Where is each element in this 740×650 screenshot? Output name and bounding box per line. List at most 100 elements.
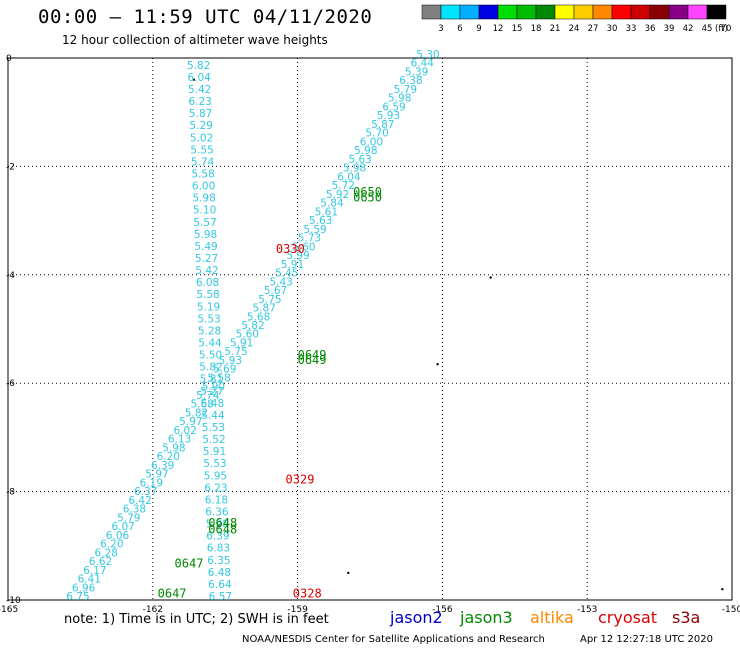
swh-value: 5.70	[365, 128, 388, 140]
footnote: note: 1) Time is in UTC; 2) SWH is in fe…	[64, 612, 329, 627]
swh-value: 5.87	[371, 119, 394, 131]
swh-value: 5.97	[179, 416, 202, 428]
swh-value: 6.20	[157, 451, 180, 463]
swh-value: 5.48	[201, 398, 224, 410]
swh-value: 6.17	[83, 565, 106, 577]
swh-value: 5.60	[236, 329, 259, 341]
swh-value: 5.27	[200, 386, 223, 398]
swh-value: 5.98	[343, 163, 366, 175]
swh-value: 6.57	[209, 591, 232, 603]
swh-value: 5.98	[206, 519, 229, 531]
y-tick-label: -4	[6, 271, 15, 281]
y-tick-label: 0	[6, 54, 12, 64]
legend-bin-label: 24	[569, 24, 580, 34]
swh-value: 5.79	[394, 84, 417, 96]
swh-value: 5.45	[275, 268, 298, 280]
page-subtitle: 12 hour collection of altimeter wave hei…	[62, 33, 328, 47]
island-speck	[347, 571, 350, 575]
swh-value: 5.98	[192, 193, 215, 205]
swh-value: 5.42	[195, 265, 218, 277]
x-tick-label: -165	[0, 605, 18, 615]
swh-value: 6.28	[95, 547, 118, 559]
swh-value: 6.62	[89, 556, 112, 568]
swh-value: 5.82	[187, 60, 210, 72]
swh-value: 5.91	[203, 446, 226, 458]
swh-value: 5.10	[193, 205, 216, 217]
legend-bin-label: 18	[531, 24, 542, 34]
swh-value: 5.92	[326, 189, 349, 201]
swh-value: 5.98	[354, 145, 377, 157]
swh-value: 6.59	[382, 101, 405, 113]
swh-value: 6.83	[207, 543, 230, 555]
swh-value: 5.72	[332, 180, 355, 192]
swh-value: 5.87	[253, 303, 276, 315]
pass-time-label: 0647	[175, 556, 204, 570]
color-legend: 3 6 9 12 15 18 21 24 27 30 33 36 39 42 45 70(ft)	[421, 4, 732, 34]
swh-value: 6.96	[72, 582, 96, 594]
legend-bin-label: 70	[721, 24, 732, 34]
swh-value: 5.84	[320, 198, 344, 210]
swh-value: 5.81	[200, 374, 223, 386]
x-tick-label: -159	[287, 605, 308, 615]
x-tick-label: -153	[577, 605, 597, 615]
legend-bin-label: 36	[645, 24, 656, 34]
y-tick-label: -6	[6, 379, 15, 389]
swh-value: 5.53	[197, 313, 220, 325]
swh-value: 5.91	[281, 259, 304, 271]
swh-value: 5.50	[199, 350, 222, 362]
swh-value: 5.49	[194, 241, 217, 253]
legend-bin-label: 6	[457, 24, 462, 34]
source-credit: NOAA/NESDIS Center for Satellite Applica…	[242, 634, 545, 645]
satellite-legend-item: altika	[530, 608, 574, 627]
x-tick-label: -156	[432, 605, 453, 615]
swh-value: 5.30	[416, 49, 439, 61]
island-speck	[489, 276, 492, 279]
satellite-legend-item: s3a	[672, 608, 701, 627]
island-speck	[192, 78, 196, 81]
swh-value: 6.18	[205, 494, 228, 506]
swh-value: 6.37	[134, 486, 157, 498]
swh-value: 5.98	[388, 93, 411, 105]
swh-value: 5.93	[219, 355, 242, 367]
swh-value: 5.55	[190, 144, 213, 156]
swh-value: 5.60	[292, 241, 315, 253]
swh-value: 5.98	[194, 229, 217, 241]
swh-value: 5.57	[193, 217, 216, 229]
legend-bin-label: 12	[493, 24, 504, 34]
swh-value: 6.23	[188, 96, 211, 108]
swh-value: 5.63	[348, 154, 371, 166]
swh-value: 6.35	[207, 555, 230, 567]
page-title: 00:00 – 11:59 UTC 04/11/2020	[38, 6, 373, 28]
swh-value: 5.59	[303, 224, 326, 236]
swh-value: 6.64	[208, 579, 232, 591]
swh-value: 5.75	[224, 346, 247, 358]
legend-bin-label: 15	[512, 24, 523, 34]
swh-value: 5.82	[199, 362, 222, 374]
swh-value: 5.91	[230, 337, 253, 349]
pass-time-label: 0647	[158, 586, 187, 600]
swh-value: 6.38	[123, 504, 146, 516]
swh-value: 6.19	[140, 477, 163, 489]
swh-value: 6.36	[205, 506, 229, 518]
swh-value: 5.53	[203, 458, 226, 470]
swh-value: 5.43	[269, 276, 292, 288]
pass-time-label: 0650	[353, 185, 382, 199]
pass-time-label: 0649	[298, 348, 327, 362]
swh-value: 6.42	[128, 495, 151, 507]
x-tick-label: -150	[722, 605, 740, 615]
pass-time-label: 0648	[208, 516, 237, 530]
swh-value: 5.61	[315, 206, 338, 218]
swh-value: 5.58	[207, 372, 230, 384]
swh-value: 5.82	[185, 407, 208, 419]
swh-value: 5.74	[191, 156, 215, 168]
swh-value: 6.06	[106, 530, 130, 542]
swh-value: 5.28	[198, 325, 221, 337]
swh-value: 6.04	[187, 72, 211, 84]
swh-value: 5.58	[191, 168, 214, 180]
swh-value: 5.42	[188, 84, 211, 96]
swh-value: 5.39	[405, 66, 428, 78]
legend-bin-label: 9	[476, 24, 481, 34]
legend-swatch	[706, 4, 727, 20]
swh-value: 5.19	[197, 301, 220, 313]
